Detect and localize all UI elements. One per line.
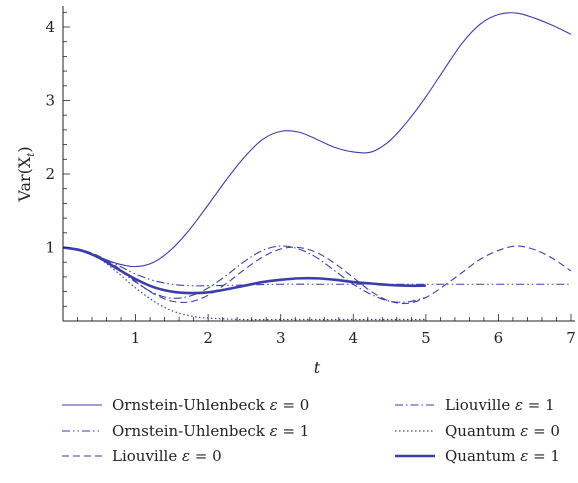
legend-label: Quantum ε = 0 bbox=[445, 422, 560, 440]
x-tick-label: 7 bbox=[566, 329, 576, 347]
x-tick-label: 4 bbox=[349, 329, 359, 347]
x-axis-label: t bbox=[314, 358, 321, 377]
series-line-3 bbox=[62, 245, 572, 305]
legend-label: Quantum ε = 1 bbox=[445, 447, 560, 465]
legend-label: Liouville ε = 1 bbox=[445, 396, 555, 414]
plot-area bbox=[62, 12, 572, 321]
y-tick-label: 2 bbox=[45, 165, 55, 183]
series-line-1 bbox=[62, 12, 572, 268]
y-tick-label: 3 bbox=[45, 92, 55, 110]
legend-label: Liouville ε = 0 bbox=[112, 447, 222, 465]
axes: 1 2 3 4 5 6 7 1 2 3 4 t Var(Xt) bbox=[15, 6, 576, 377]
y-axis-label: Var(Xt) bbox=[15, 146, 37, 202]
x-tick-label: 2 bbox=[203, 329, 213, 347]
x-tick-label: 1 bbox=[131, 329, 141, 347]
legend-label: Ornstein-Uhlenbeck ε = 1 bbox=[112, 422, 309, 440]
x-tick-label: 6 bbox=[494, 329, 504, 347]
series-line-4 bbox=[62, 245, 426, 303]
x-tick-label: 5 bbox=[421, 329, 431, 347]
legend-label: Ornstein-Uhlenbeck ε = 0 bbox=[112, 396, 309, 414]
x-tick-label: 3 bbox=[276, 329, 286, 347]
y-tick-label: 4 bbox=[45, 18, 55, 36]
series-line-2 bbox=[62, 246, 571, 287]
legend: Ornstein-Uhlenbeck ε = 0 Ornstein-Uhlenbe… bbox=[62, 396, 560, 465]
y-tick-label: 1 bbox=[45, 239, 55, 257]
series-line-6 bbox=[62, 246, 426, 295]
